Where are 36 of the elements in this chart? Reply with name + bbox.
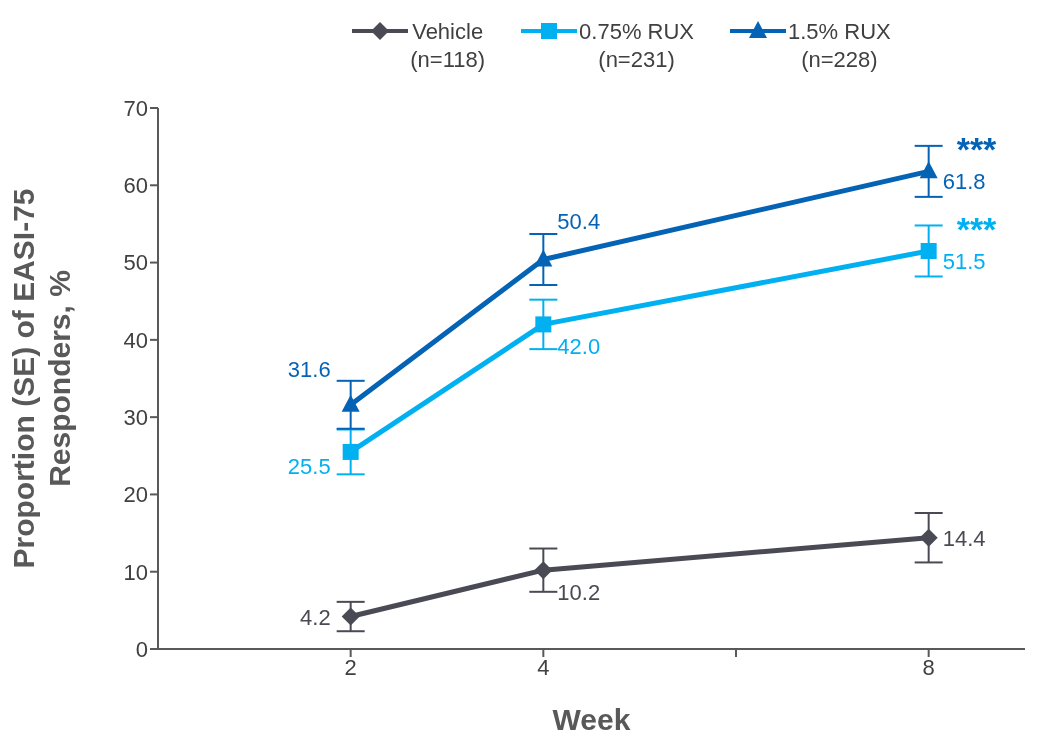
annotation: *** — [956, 209, 998, 248]
annotation: *** — [956, 130, 998, 169]
legend-label: 1.5% RUX (n=228) — [788, 18, 891, 74]
point — [534, 249, 553, 267]
y-tick-label: 40 — [123, 327, 148, 353]
data-label: 10.2 — [557, 580, 601, 606]
data-label: 31.6 — [287, 356, 331, 382]
data-label: 14.4 — [942, 525, 986, 551]
y-axis-title: Proportion (SE) of EASI-75 Responders, % — [7, 188, 76, 569]
data-label: 4.2 — [300, 604, 331, 630]
point — [341, 394, 360, 412]
data-label: 25.5 — [287, 453, 331, 479]
x-tick-label: 2 — [344, 654, 357, 680]
point — [342, 443, 359, 460]
legend-label: Vehicle (n=118) — [410, 18, 486, 74]
y-tick-label: 50 — [123, 250, 148, 276]
y-tick-label: 10 — [123, 559, 148, 585]
legend-label: 0.75% RUX (n=231) — [579, 18, 695, 74]
data-label: 61.8 — [942, 169, 986, 195]
y-tick-label: 30 — [123, 404, 148, 430]
x-axis-title: Week — [552, 703, 631, 737]
point — [919, 528, 938, 547]
data-label: 51.5 — [942, 248, 986, 274]
data-label: 50.4 — [557, 209, 601, 235]
y-tick-label: 70 — [123, 95, 148, 121]
point — [920, 242, 937, 259]
point — [535, 316, 552, 333]
x-tick-label: 8 — [922, 654, 935, 680]
point — [341, 607, 360, 626]
x-tick-label: 4 — [537, 654, 550, 680]
y-tick-label: 20 — [123, 482, 148, 508]
y-tick-label: 60 — [123, 173, 148, 199]
point — [534, 561, 553, 580]
point — [919, 161, 938, 179]
data-label: 42.0 — [557, 334, 601, 360]
y-tick-label: 0 — [135, 636, 148, 662]
